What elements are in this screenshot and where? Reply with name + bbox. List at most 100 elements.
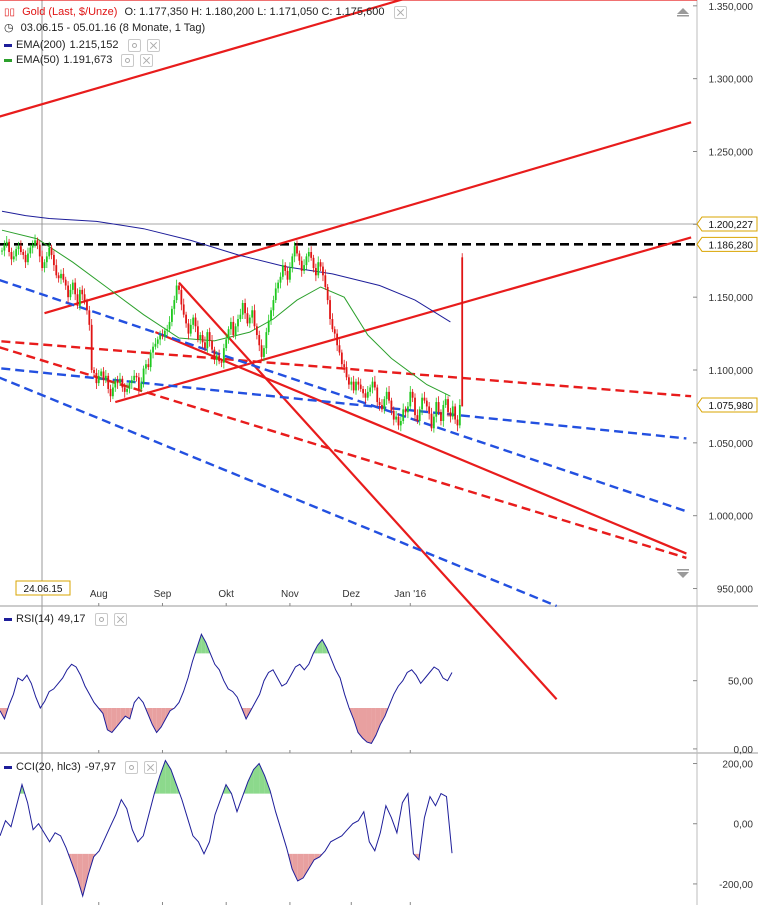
candle	[41, 256, 44, 269]
date-range: 03.06.15 - 05.01.16 (8 Monate, 1 Tag)	[20, 22, 206, 34]
candle	[383, 399, 386, 410]
candle	[319, 262, 322, 267]
candle	[8, 241, 10, 253]
trendline-red-dashed	[0, 339, 692, 398]
candle	[60, 273, 62, 279]
candle	[237, 319, 239, 327]
legend-ema200[interactable]: EMA(200) 1.215,152	[4, 38, 164, 52]
rsi-pane[interactable]	[0, 633, 453, 744]
candle	[38, 244, 41, 257]
candle	[192, 317, 195, 325]
legend-ema50[interactable]: EMA(50) 1.191,673	[4, 53, 157, 67]
candle	[456, 419, 459, 426]
oversold-fill	[71, 853, 78, 878]
candle	[95, 372, 98, 384]
candle	[402, 409, 405, 421]
trendline-blue-dashed	[0, 367, 687, 440]
rsi-label: RSI(14)	[16, 613, 54, 625]
candle	[298, 253, 301, 261]
candle	[145, 364, 147, 369]
candle	[284, 265, 287, 271]
cci-swatch	[4, 765, 12, 769]
candle	[180, 289, 183, 305]
candle	[270, 310, 272, 321]
close-icon[interactable]	[140, 53, 154, 67]
settings-icon[interactable]	[121, 53, 135, 67]
chart-type-icon[interactable]: ▯▯	[4, 7, 16, 18]
settings-icon[interactable]	[127, 38, 141, 52]
candle	[381, 404, 383, 410]
close-icon[interactable]	[113, 612, 127, 626]
candle	[152, 346, 154, 353]
candle	[5, 241, 8, 245]
candle	[123, 387, 126, 392]
candle	[392, 410, 395, 420]
candle	[286, 270, 289, 280]
candle	[291, 256, 294, 269]
candle	[340, 352, 343, 365]
settings-icon[interactable]	[125, 760, 139, 774]
clock-icon: ◷	[4, 22, 14, 34]
close-icon[interactable]	[144, 760, 158, 774]
candle	[19, 246, 22, 253]
candle	[34, 240, 36, 245]
overbought-fill	[322, 639, 327, 654]
candle	[373, 381, 376, 388]
candle	[258, 335, 261, 346]
candle	[348, 377, 350, 385]
candle	[69, 289, 72, 298]
trendline-red-solid	[154, 331, 687, 555]
candle	[133, 375, 136, 381]
candle	[407, 406, 409, 413]
candle	[404, 409, 407, 413]
oversold-fill	[82, 853, 89, 896]
candle	[17, 246, 20, 250]
candle	[1, 250, 3, 252]
y-tick-label: 50,00	[728, 677, 753, 688]
cci-pane[interactable]	[0, 759, 453, 898]
settings-icon[interactable]	[94, 612, 108, 626]
oversold-fill	[380, 707, 385, 725]
candle	[293, 246, 296, 257]
candle	[137, 377, 140, 389]
candle	[22, 252, 25, 255]
candle	[159, 335, 162, 340]
ema200-label: EMA(200)	[16, 39, 66, 51]
candle	[423, 397, 426, 401]
candle	[279, 276, 282, 283]
candle	[369, 387, 372, 392]
candle	[12, 256, 15, 260]
y-tick-label: 0,00	[734, 745, 754, 756]
oversold-fill	[353, 707, 359, 733]
candle	[163, 330, 166, 337]
price-pane[interactable]	[0, 0, 697, 700]
candle	[57, 275, 60, 279]
trendline-red-solid	[178, 281, 558, 700]
candle	[333, 329, 336, 334]
candle	[461, 257, 464, 407]
candle	[45, 256, 48, 263]
legend-cci[interactable]: CCI(20, hlc3) -97,97	[4, 760, 161, 774]
candle	[248, 317, 251, 324]
scroll-up-bar	[677, 15, 689, 17]
close-icon[interactable]	[393, 5, 407, 19]
candle	[385, 391, 388, 400]
overbought-fill	[165, 760, 171, 794]
candle	[355, 381, 357, 391]
legend-rsi[interactable]: RSI(14) 49,17	[4, 612, 131, 626]
ema50-swatch	[4, 58, 12, 62]
price-tag	[696, 216, 758, 232]
candle	[435, 402, 438, 417]
oversold-fill	[152, 707, 157, 733]
candle	[156, 339, 159, 344]
y-tick-label: 950,000	[717, 585, 754, 596]
candle	[454, 406, 457, 420]
candle	[88, 310, 91, 325]
candle	[329, 300, 331, 320]
candle	[112, 387, 114, 397]
ohlc-values: O: 1.177,350 H: 1.180,200 L: 1.171,050 C…	[124, 6, 385, 18]
rsi-swatch	[4, 617, 12, 621]
close-icon[interactable]	[146, 38, 160, 52]
oversold-fill	[314, 853, 320, 860]
